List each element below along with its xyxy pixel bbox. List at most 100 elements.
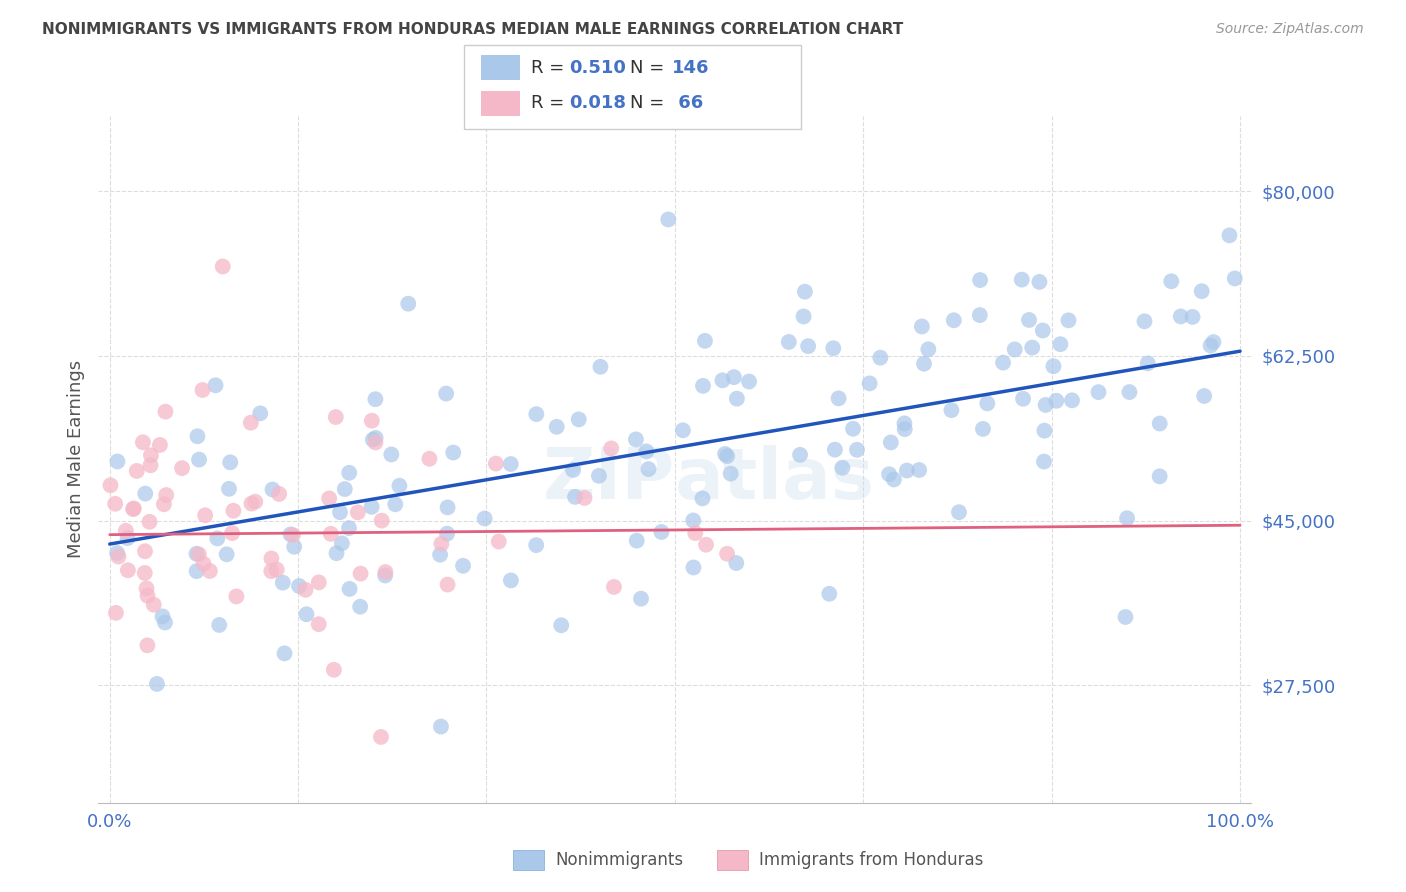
Point	[105, 546, 128, 560]
Point	[107, 454, 129, 468]
Point	[122, 501, 145, 516]
Point	[725, 556, 748, 570]
Text: ZIP: ZIP	[543, 445, 675, 515]
Point	[893, 422, 915, 436]
Text: R =: R =	[531, 59, 571, 77]
Point	[107, 549, 129, 564]
Point	[380, 447, 402, 461]
Point	[319, 526, 342, 541]
Point	[288, 579, 311, 593]
Point	[550, 618, 572, 632]
Point	[883, 472, 905, 486]
Point	[624, 433, 647, 447]
Text: Immigrants from Honduras: Immigrants from Honduras	[759, 851, 984, 869]
Point	[969, 273, 991, 287]
Point	[134, 544, 156, 558]
Point	[117, 563, 139, 577]
Point	[716, 547, 738, 561]
Point	[1004, 343, 1026, 357]
Point	[430, 537, 453, 551]
Point	[104, 497, 127, 511]
Point	[434, 386, 457, 401]
Point	[134, 486, 156, 500]
Point	[134, 566, 156, 580]
Point	[138, 515, 160, 529]
Point	[546, 419, 568, 434]
Point	[1114, 610, 1136, 624]
Point	[818, 587, 841, 601]
Point	[1057, 313, 1080, 327]
Text: N =: N =	[630, 95, 669, 112]
Point	[1012, 392, 1035, 406]
Point	[436, 577, 458, 591]
Point	[488, 534, 510, 549]
Y-axis label: Median Male Earnings: Median Male Earnings	[66, 360, 84, 558]
Point	[1021, 341, 1043, 355]
Text: 0.018: 0.018	[569, 95, 627, 112]
Point	[842, 422, 865, 436]
Point	[524, 538, 547, 552]
Point	[191, 383, 214, 397]
Point	[193, 557, 215, 571]
Point	[692, 491, 714, 506]
Point	[207, 532, 229, 546]
Point	[1149, 469, 1171, 483]
Point	[1033, 424, 1056, 438]
Point	[1042, 359, 1064, 374]
Point	[308, 617, 330, 632]
Point	[329, 505, 352, 519]
Point	[204, 378, 226, 392]
Point	[1199, 338, 1222, 352]
Point	[827, 392, 849, 406]
Point	[388, 479, 411, 493]
Point	[436, 526, 458, 541]
Point	[322, 663, 344, 677]
Point	[211, 260, 233, 274]
Point	[374, 568, 396, 582]
Point	[912, 357, 935, 371]
Point	[295, 607, 318, 622]
Text: 0.510: 0.510	[569, 59, 626, 77]
Point	[339, 582, 361, 596]
Point	[318, 491, 340, 506]
Point	[725, 392, 748, 406]
Point	[325, 410, 347, 425]
Point	[637, 462, 659, 476]
Point	[789, 448, 811, 462]
Point	[152, 609, 174, 624]
Point	[262, 483, 284, 497]
Point	[574, 491, 596, 505]
Text: N =: N =	[630, 59, 669, 77]
Point	[122, 502, 145, 516]
Point	[1028, 275, 1050, 289]
Point	[972, 422, 994, 436]
Point	[589, 359, 612, 374]
Point	[219, 455, 242, 469]
Point	[499, 457, 522, 471]
Point	[280, 527, 302, 541]
Point	[716, 449, 738, 463]
Point	[1218, 228, 1240, 243]
Point	[333, 482, 356, 496]
Text: Nonimmigrants: Nonimmigrants	[555, 851, 683, 869]
Point	[396, 296, 419, 310]
Point	[132, 435, 155, 450]
Point	[294, 582, 316, 597]
Point	[349, 566, 371, 581]
Point	[1018, 313, 1040, 327]
Point	[187, 547, 209, 561]
Text: 146: 146	[672, 59, 710, 77]
Point	[626, 533, 648, 548]
Point	[1191, 284, 1213, 298]
Point	[846, 442, 869, 457]
Point	[858, 376, 880, 391]
Point	[269, 487, 291, 501]
Point	[117, 531, 139, 545]
Point	[908, 463, 931, 477]
Point	[1060, 393, 1083, 408]
Point	[349, 599, 371, 614]
Point	[778, 334, 800, 349]
Point	[436, 500, 458, 515]
Point	[451, 558, 474, 573]
Text: Source: ZipAtlas.com: Source: ZipAtlas.com	[1216, 22, 1364, 37]
